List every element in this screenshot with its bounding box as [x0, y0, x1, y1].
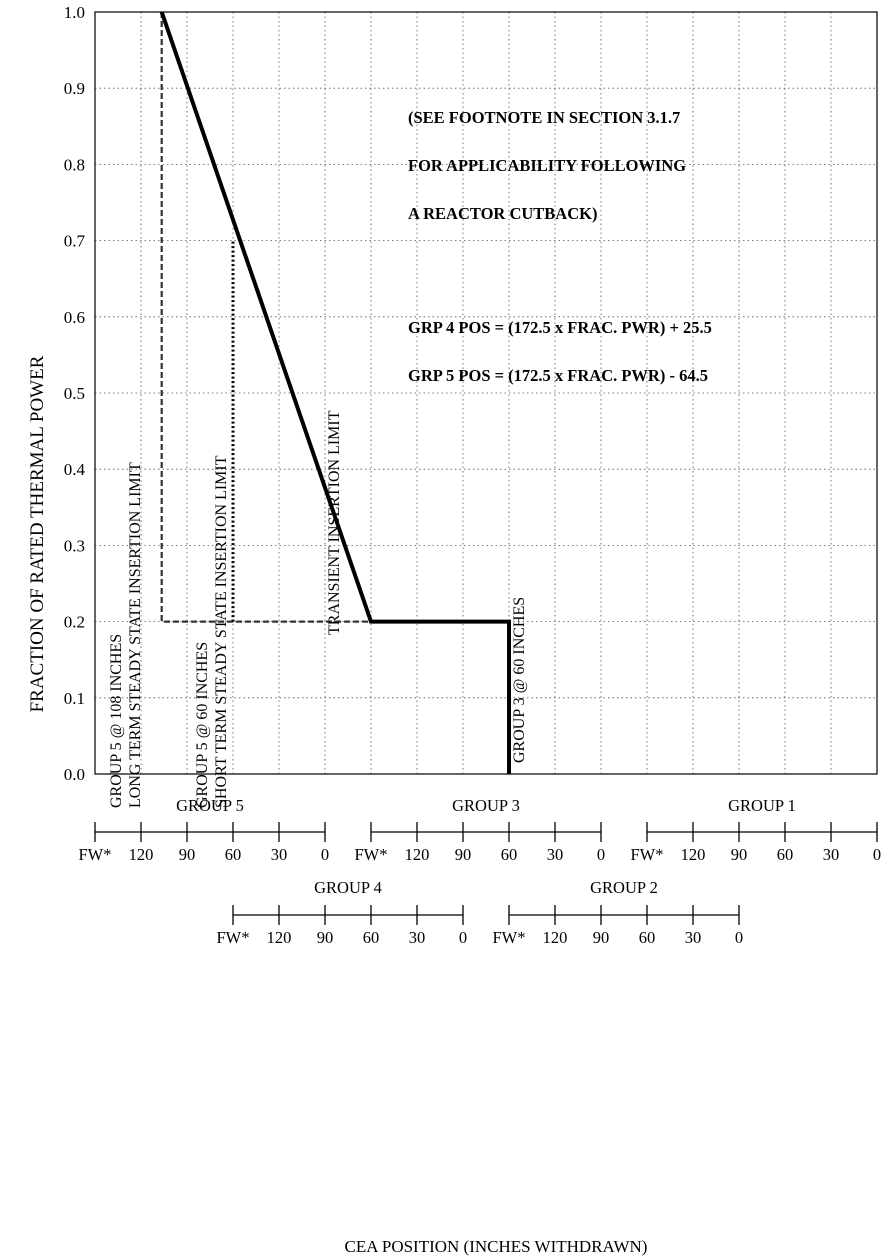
group-scale-name: GROUP 4 — [314, 878, 382, 897]
group-scale-tick-label: 120 — [129, 845, 154, 864]
y-tick-label: 0.3 — [64, 536, 85, 555]
position-formulas: GRP 4 POS = (172.5 x FRAC. PWR) + 25.5 G… — [408, 318, 712, 385]
group-scale-tick-label: 30 — [547, 845, 564, 864]
group-5-formula: GRP 5 POS = (172.5 x FRAC. PWR) - 64.5 — [408, 366, 708, 385]
group-scale-tick-label: 0 — [735, 928, 743, 947]
group-scale-tick-label: FW* — [493, 928, 526, 947]
group-scale-tick-label: 90 — [731, 845, 748, 864]
group-scale-tick-label: 30 — [823, 845, 840, 864]
group-scale-tick-label: 0 — [321, 845, 329, 864]
group-scale-tick-label: FW* — [355, 845, 388, 864]
group-scale-tick-label: 60 — [501, 845, 518, 864]
short-term-limit-label: SHORT TERM STEADY STATE INSERTION LIMIT — [213, 455, 230, 808]
group-scale-tick-label: 0 — [459, 928, 467, 947]
y-tick-label: 0.7 — [64, 232, 86, 251]
group-scale-tick-label: FW* — [79, 845, 112, 864]
group-scale-tick-label: 60 — [363, 928, 380, 947]
group-4-formula: GRP 4 POS = (172.5 x FRAC. PWR) + 25.5 — [408, 318, 712, 337]
group-scale-tick-label: 90 — [317, 928, 334, 947]
y-tick-label: 0.8 — [64, 155, 85, 174]
group-scale-tick-label: FW* — [217, 928, 250, 947]
footnote-annotation: (SEE FOOTNOTE IN SECTION 3.1.7 FOR APPLI… — [408, 108, 686, 223]
group-scale-tick-label: FW* — [631, 845, 664, 864]
grid — [95, 12, 877, 774]
vertical-labels: GROUP 5 @ 108 INCHES LONG TERM STEADY ST… — [108, 410, 528, 808]
group-scale-tick-label: 60 — [777, 845, 794, 864]
y-tick-label: 0.5 — [64, 384, 85, 403]
group-scale-name: GROUP 2 — [590, 878, 658, 897]
plot-frame — [94, 11, 878, 775]
series-line — [160, 12, 371, 623]
y-tick-label: 1.0 — [64, 3, 85, 22]
group-scale-tick-label: 60 — [639, 928, 656, 947]
group-scale-tick-label: 30 — [271, 845, 288, 864]
annotation-line-2: FOR APPLICABILITY FOLLOWING — [408, 156, 686, 175]
y-tick-label: 0.1 — [64, 689, 85, 708]
y-tick-label: 0.4 — [64, 460, 86, 479]
group-scale-tick-label: 120 — [681, 845, 706, 864]
x-axis-label: CEA POSITION (INCHES WITHDRAWN) — [345, 1237, 648, 1256]
long-term-limit-label: LONG TERM STEADY STATE INSERTION LIMIT — [127, 462, 144, 808]
y-ticks: 0.0 0.1 0.2 0.3 0.4 0.5 0.6 0.7 0.8 0.9 1.0 — [64, 3, 86, 784]
group-scale-tick-label: 90 — [455, 845, 472, 864]
group-scale-tick-label: 120 — [543, 928, 568, 947]
group5-108-label: GROUP 5 @ 108 INCHES — [108, 634, 125, 808]
y-tick-label: 0.0 — [64, 765, 85, 784]
group5-60-label: GROUP 5 @ 60 INCHES — [194, 642, 211, 808]
group-scale-tick-label: 0 — [873, 845, 881, 864]
group-scale-name: GROUP 3 — [452, 796, 520, 815]
group-scale-name: GROUP 5 — [176, 796, 244, 815]
y-tick-label: 0.2 — [64, 613, 85, 632]
series-layer — [159, 11, 511, 774]
y-tick-label: 0.6 — [64, 308, 85, 327]
group-scale-tick-label: 30 — [685, 928, 702, 947]
group3-60-label: GROUP 3 @ 60 INCHES — [511, 597, 528, 763]
y-tick-label: 0.9 — [64, 79, 85, 98]
group-scale-tick-label: 60 — [225, 845, 242, 864]
group-scales: FW* 120 90 60 30 0 GROUP 5 FW* 120 90 60 30 0 GROUP 3… — [79, 796, 882, 947]
transient-limit-label: TRANSIENT INSERTION LIMIT — [326, 410, 343, 635]
series-line — [159, 11, 511, 774]
group-scale-tick-label: 90 — [593, 928, 610, 947]
group-scale-tick-label: 120 — [267, 928, 292, 947]
annotation-line-3: A REACTOR CUTBACK) — [408, 204, 597, 223]
group-scale-tick-label: 30 — [409, 928, 426, 947]
annotation-line-1: (SEE FOOTNOTE IN SECTION 3.1.7 — [408, 108, 680, 127]
group-scale-tick-label: 0 — [597, 845, 605, 864]
group-scale-tick-label: 90 — [179, 845, 196, 864]
group-scale-name: GROUP 1 — [728, 796, 796, 815]
y-axis-label: FRACTION OF RATED THERMAL POWER — [27, 355, 48, 712]
group-scale-tick-label: 120 — [405, 845, 430, 864]
